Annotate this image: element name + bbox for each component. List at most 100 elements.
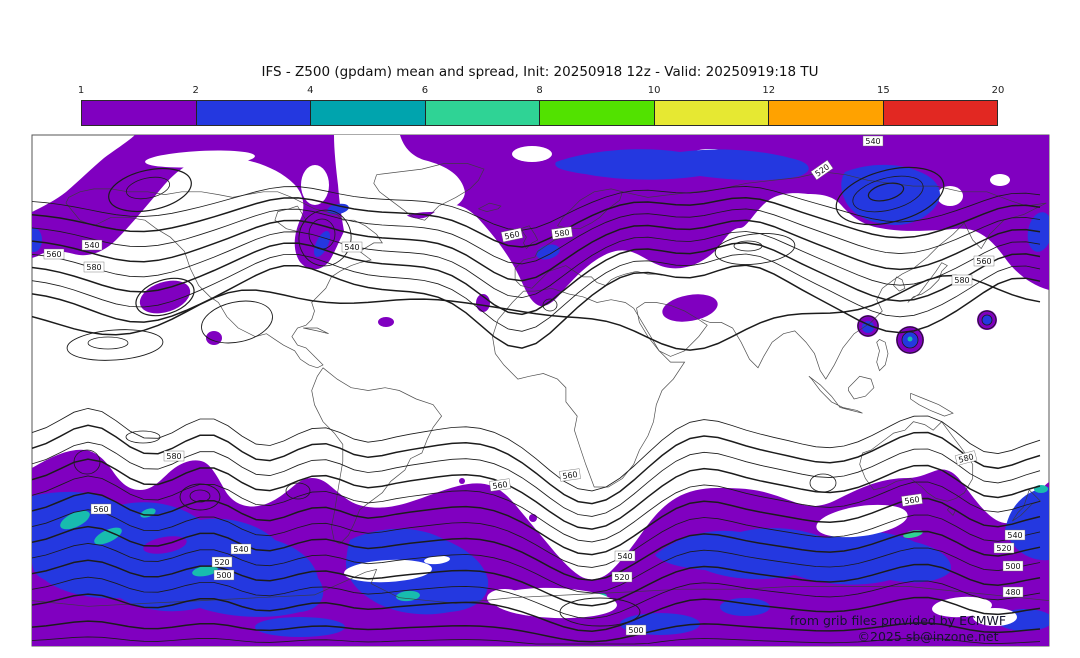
- height-contour: [32, 559, 1041, 607]
- credit-copyright: ©2025 sb@inzone.net: [858, 629, 999, 644]
- closed-contour-rings: [66, 166, 997, 627]
- coastline: [311, 367, 443, 545]
- contour-labels: 560 540 580 540 560 580 540 520 560 580 580 560 540 5…: [43, 135, 1026, 636]
- colorbar-tick-label: 10: [647, 85, 661, 96]
- coastline: [859, 421, 974, 502]
- svg-text:540: 540: [1007, 531, 1022, 540]
- coastline: [701, 202, 1047, 380]
- svg-text:560: 560: [904, 495, 920, 506]
- coastline: [907, 262, 948, 303]
- svg-text:580: 580: [954, 276, 969, 285]
- colorbar-segment-10-12: [653, 101, 768, 125]
- svg-text:560: 560: [976, 257, 991, 266]
- svg-text:580: 580: [958, 452, 975, 465]
- colorbar-segment-1-2: [82, 101, 196, 125]
- contour-label-580: 580: [951, 274, 973, 286]
- colorbar-tick-label: 15: [877, 85, 890, 96]
- colorbar-segment-15-20: [882, 101, 997, 125]
- svg-text:540: 540: [344, 243, 359, 252]
- contour-label-560: 560: [973, 255, 995, 267]
- height-contour: [32, 636, 1041, 645]
- colorbar-tick-label: 1: [77, 85, 85, 96]
- contour-label-580: 580: [954, 450, 978, 466]
- coastline: [893, 276, 906, 292]
- height-contour: [32, 274, 1041, 351]
- contour-label-540: 540: [81, 239, 103, 251]
- coastline: [848, 375, 875, 400]
- colorbar-tick-label: 20: [991, 85, 1005, 96]
- svg-text:500: 500: [628, 626, 643, 635]
- contour-label-560: 560: [559, 468, 581, 482]
- svg-text:540: 540: [865, 137, 880, 146]
- coastline: [478, 202, 502, 212]
- svg-text:500: 500: [1005, 562, 1020, 571]
- svg-text:580: 580: [86, 263, 101, 272]
- contour-label-580: 580: [163, 450, 185, 462]
- svg-text:560: 560: [504, 229, 521, 241]
- height-contour: [32, 407, 1041, 492]
- coastline: [514, 265, 657, 289]
- colorbar-tick-label: 2: [192, 85, 199, 96]
- contour-label-500: 500: [1002, 560, 1024, 572]
- colorbar-segment-4-6: [310, 101, 425, 125]
- height-contour: [32, 208, 1041, 265]
- svg-text:520: 520: [614, 573, 629, 582]
- coastline: [373, 163, 485, 221]
- svg-text:540: 540: [84, 241, 99, 250]
- spread-fill-4-6-teal: [60, 336, 1048, 602]
- contour-label-560: 560: [500, 227, 524, 243]
- coastline: [520, 225, 539, 249]
- contour-label-560: 560: [901, 493, 923, 507]
- svg-text:580: 580: [166, 452, 181, 461]
- contour-label-480: 480: [1002, 586, 1024, 598]
- colorbar-segment-2-4: [195, 101, 310, 125]
- height-contour: [32, 424, 1041, 505]
- coastlines: [32, 163, 1049, 607]
- contour-label-540: 540: [230, 543, 252, 555]
- coastline: [557, 188, 623, 230]
- credits: from grib files provided by ECMWF ©2025 …: [790, 613, 1006, 644]
- colorbar-segment-12-15: [768, 101, 883, 125]
- contour-label-520: 520: [211, 556, 233, 568]
- height-contour: [32, 593, 1041, 632]
- height-contour: [32, 492, 1041, 556]
- svg-text:540: 540: [617, 552, 632, 561]
- colorbar-tick-label: 8: [536, 85, 543, 96]
- svg-text:560: 560: [562, 470, 578, 481]
- svg-text:520: 520: [214, 558, 229, 567]
- colorbar: [81, 100, 998, 126]
- height-contour: [32, 253, 1041, 332]
- contour-label-540: 540: [341, 241, 363, 253]
- height-contour: [32, 542, 1041, 594]
- svg-text:560: 560: [46, 250, 61, 259]
- contour-label-560: 560: [43, 248, 65, 260]
- contour-label-500: 500: [625, 624, 647, 636]
- height-contour: [32, 441, 1041, 517]
- height-contour: [32, 231, 1041, 299]
- colorbar-tick-label: 4: [307, 85, 314, 96]
- page-title: IFS - Z500 (gpdam) mean and spread, Init…: [261, 64, 819, 80]
- colorbar-segment-8-10: [539, 101, 654, 125]
- height-contour: [32, 219, 1041, 282]
- coastline: [492, 287, 686, 488]
- svg-text:560: 560: [492, 480, 508, 491]
- colorbar-segment-6-8: [424, 101, 539, 125]
- contour-label-520: 520: [611, 571, 633, 583]
- svg-text:500: 500: [216, 571, 231, 580]
- contour-label-540: 540: [1004, 529, 1026, 541]
- svg-text:480: 480: [1005, 588, 1020, 597]
- contour-label-580: 580: [83, 261, 105, 273]
- svg-text:520: 520: [996, 544, 1011, 553]
- height-contour: [32, 620, 1041, 643]
- coastline: [622, 171, 1047, 207]
- coastline: [808, 376, 863, 414]
- contour-label-500: 500: [213, 569, 235, 581]
- coastline: [303, 327, 329, 335]
- contour-label-560: 560: [90, 503, 112, 515]
- coastline: [910, 392, 954, 417]
- contour-label-520: 520: [993, 542, 1015, 554]
- contour-label-540: 540: [614, 550, 636, 562]
- coastline: [65, 188, 383, 369]
- colorbar-tick-label: 6: [421, 85, 429, 96]
